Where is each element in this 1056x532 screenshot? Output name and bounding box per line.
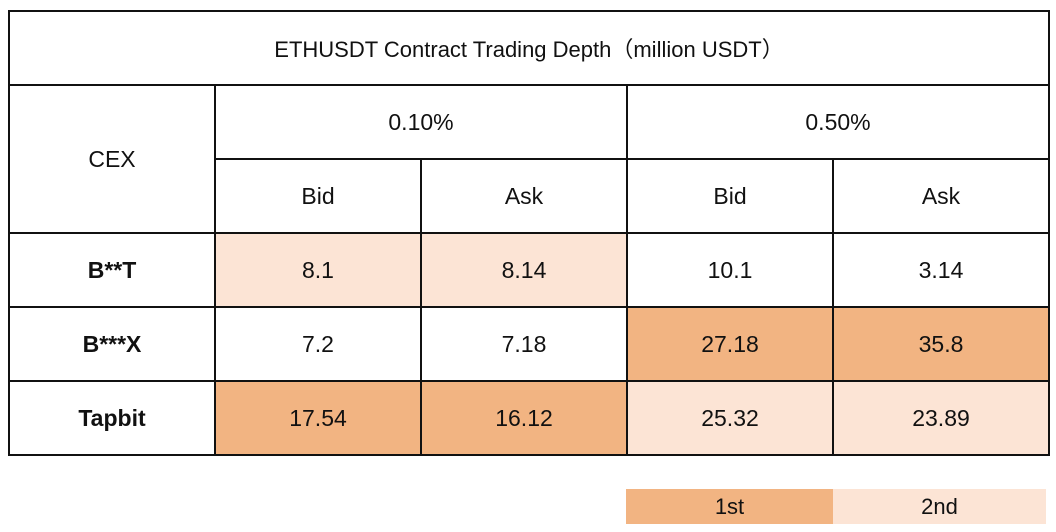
table-row: B***X 7.2 7.18 27.18 35.8 [8, 306, 1050, 382]
side-header-ask: Ask [832, 158, 1050, 234]
exchange-name: B**T [8, 232, 216, 308]
legend: 1st 2nd [626, 489, 1046, 524]
side-header-bid: Bid [626, 158, 834, 234]
depth-value-cell: 8.1 [214, 232, 422, 308]
depth-value-cell: 10.1 [626, 232, 834, 308]
table-row: B**T 8.1 8.14 10.1 3.14 [8, 232, 1050, 308]
legend-item-1st: 1st [626, 489, 833, 524]
depth-table: ETHUSDT Contract Trading Depth（million U… [8, 10, 1050, 456]
cex-header: CEX [8, 84, 216, 234]
side-header-ask: Ask [420, 158, 628, 234]
depth-value-cell: 3.14 [832, 232, 1050, 308]
table-title: ETHUSDT Contract Trading Depth（million U… [8, 10, 1050, 86]
depth-value-cell: 7.18 [420, 306, 628, 382]
depth-value-cell: 27.18 [626, 306, 834, 382]
depth-value-cell: 35.8 [832, 306, 1050, 382]
depth-value-cell: 23.89 [832, 380, 1050, 456]
depth-value-cell: 25.32 [626, 380, 834, 456]
depth-value-cell: 8.14 [420, 232, 628, 308]
depth-value-cell: 17.54 [214, 380, 422, 456]
table-row: Tapbit 17.54 16.12 25.32 23.89 [8, 380, 1050, 456]
legend-item-2nd: 2nd [833, 489, 1046, 524]
depth-value-cell: 16.12 [420, 380, 628, 456]
exchange-name: B***X [8, 306, 216, 382]
side-header-bid: Bid [214, 158, 422, 234]
exchange-name: Tapbit [8, 380, 216, 456]
depth-level-header-0: 0.10% [214, 84, 628, 160]
depth-level-header-1: 0.50% [626, 84, 1050, 160]
depth-value-cell: 7.2 [214, 306, 422, 382]
